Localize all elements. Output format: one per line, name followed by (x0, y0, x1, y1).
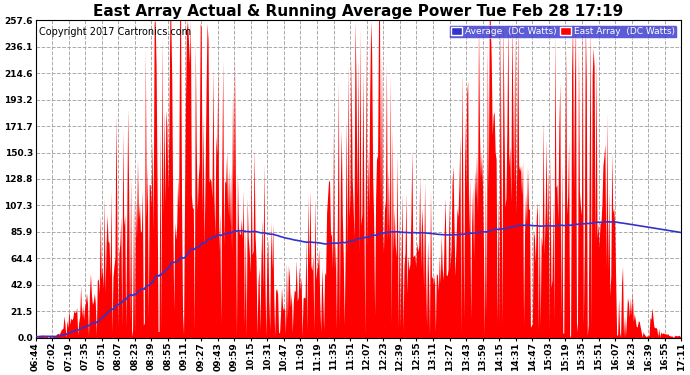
Text: Copyright 2017 Cartronics.com: Copyright 2017 Cartronics.com (39, 27, 191, 37)
Title: East Array Actual & Running Average Power Tue Feb 28 17:19: East Array Actual & Running Average Powe… (93, 4, 624, 19)
Legend: Average  (DC Watts), East Array  (DC Watts): Average (DC Watts), East Array (DC Watts… (449, 25, 677, 38)
